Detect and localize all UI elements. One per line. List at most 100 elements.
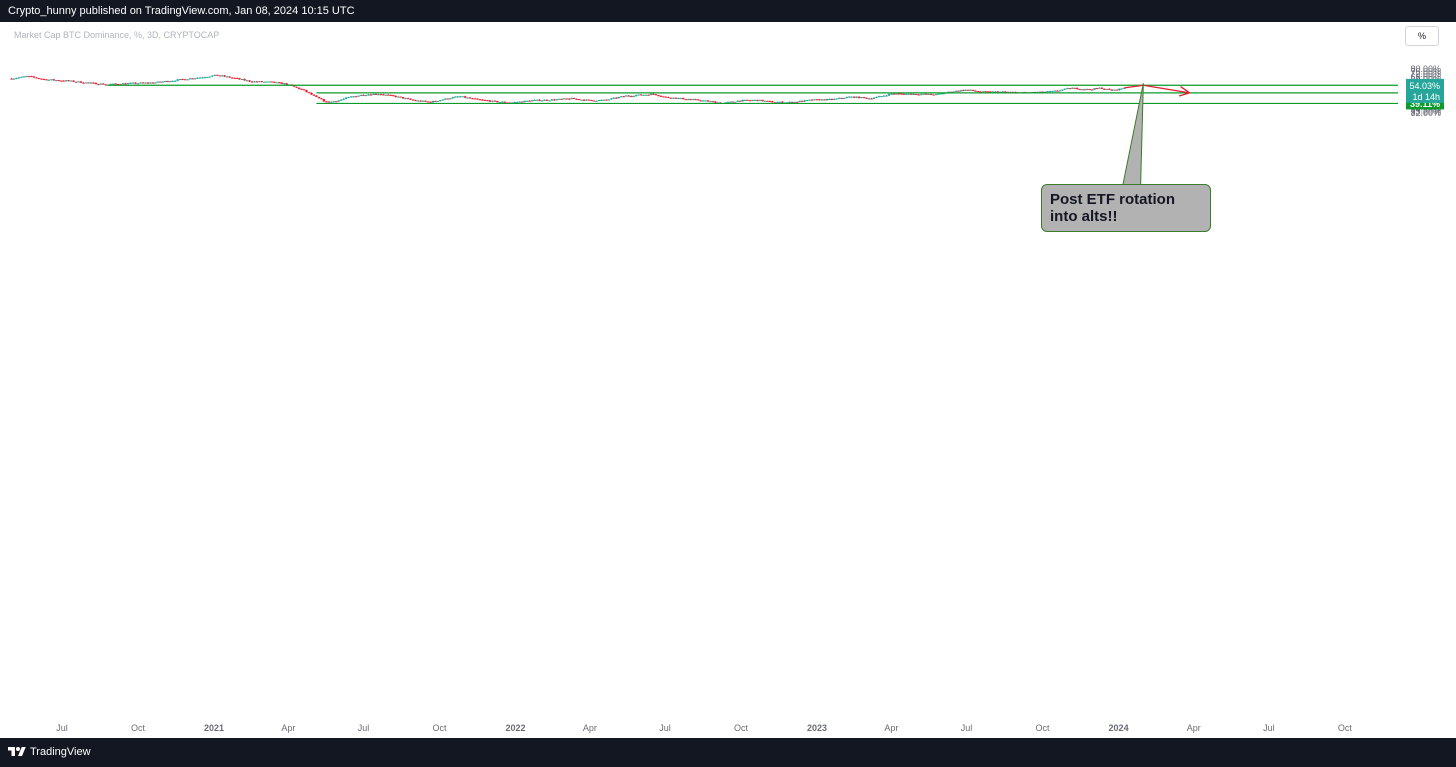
candle-body [523,100,526,103]
candle-body [974,90,977,92]
candle-body [1078,89,1081,91]
candle-body [42,78,46,80]
candle-body [416,100,420,102]
candle-body [265,81,269,83]
candle-body [69,80,73,82]
candle-body [798,100,801,103]
candle-body [302,89,306,91]
candle-body [173,80,177,82]
candle-body [748,100,752,102]
candle-body [1038,91,1042,93]
candle-body [582,99,586,101]
candle-body [260,81,264,83]
candle-body [679,97,682,99]
candle-body [362,94,365,96]
projection-arrow [1124,84,1190,94]
candle-body [761,99,764,102]
candle-body [332,101,335,103]
y-axis-tick-label: 72.00% [1410,69,1441,79]
percent-scale-button[interactable]: % [1405,26,1439,46]
x-axis-tick-label: Oct [131,723,146,733]
candle-body [644,94,648,96]
candle-body [295,86,298,88]
last-price-tag [1406,78,1444,103]
candle-body [1073,87,1076,89]
candle-body [74,81,78,83]
candle-body [218,75,221,77]
candle-body [50,79,53,81]
candle-body [421,100,425,102]
candle-body [1081,89,1084,91]
candle-body [914,93,918,95]
candle-body [59,80,63,82]
candle-body [40,78,43,80]
candle-body [32,76,36,78]
candle-body [1066,88,1069,90]
candle-body [1063,88,1067,90]
x-axis-tick-label: 2024 [1109,723,1129,733]
candle-body [919,94,923,96]
candle-body [476,98,479,100]
candle-body [800,100,804,102]
candle-body [743,99,747,101]
candle-body [1051,90,1054,92]
x-axis-tick-label: Oct [734,723,749,733]
candle-body [57,80,60,82]
candle-body [545,99,549,101]
candle-body [92,82,95,84]
candle-body [833,98,836,100]
brand-label: TradingView [30,746,91,758]
candle-body [939,93,943,95]
candle-body [791,101,794,103]
chart-area[interactable]: 80.00%76.00%72.00%68.00%64.00%60.00%56.0… [0,22,1456,738]
candle-body [857,96,861,99]
candle-body [632,96,635,98]
candle-body [297,87,301,89]
candle-body [991,91,995,93]
candle-body [967,89,970,91]
candle-body [664,96,668,98]
candle-body [344,97,348,99]
candle-body [739,100,742,102]
candle-body [164,81,167,83]
x-axis-tick-label: Jul [659,723,671,733]
candle-body [999,91,1002,93]
candle-body [399,96,402,98]
candle-body [577,99,581,101]
candle-body [305,90,308,93]
candle-body [553,99,556,101]
candle-body [109,84,112,86]
candle-body [136,83,140,85]
candle-body [711,101,715,103]
candle-body [193,78,197,80]
candle-body [10,78,13,80]
arrow-head [1178,86,1192,97]
candle-body [258,81,261,83]
candle-body [872,97,876,99]
candle-body [763,100,767,102]
candle-body [458,96,462,98]
tradingview-brand[interactable]: TradingView [8,745,91,759]
candle-body [957,90,960,92]
candle-body [434,100,437,102]
candle-body [820,99,824,101]
candle-body [714,101,717,103]
price-chart[interactable]: 80.00%76.00%72.00%68.00%64.00%60.00%56.0… [0,22,1456,738]
candle-body [907,93,910,95]
candle-body [595,100,598,102]
candle-body [243,79,246,81]
candle-body [533,100,536,102]
candle-body [1053,90,1057,92]
candle-body [890,93,893,95]
candle-body [862,97,866,99]
candle-body [144,82,147,84]
candle-body [736,100,739,102]
candle-body [129,82,132,84]
candle-body [622,96,625,98]
candle-body [959,90,962,92]
candle-body [843,98,846,100]
annotation-callout[interactable]: Post ETF rotation into alts!! [1041,184,1211,232]
candle-body [473,98,477,100]
candle-body [181,79,184,81]
candle-body [149,82,152,84]
